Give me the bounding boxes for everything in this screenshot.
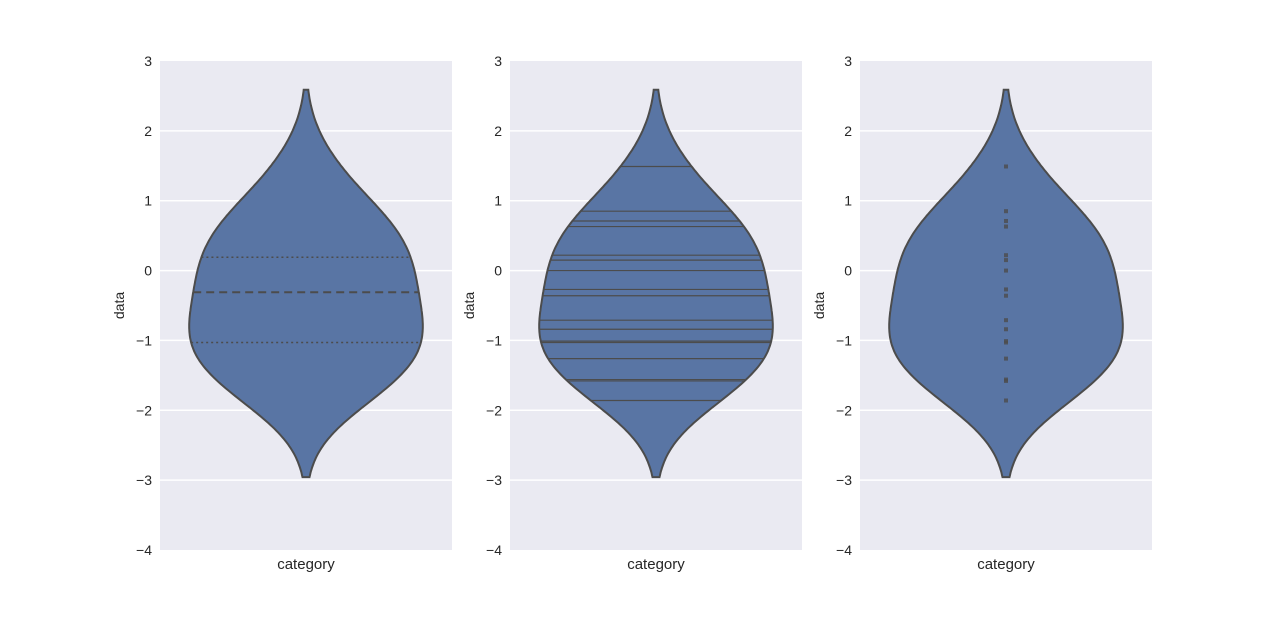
data-point	[1004, 224, 1008, 229]
y-tick-label: 1	[144, 193, 152, 209]
data-point	[1004, 209, 1008, 214]
violin-body	[188, 88, 424, 479]
x-axis-label: category	[277, 556, 335, 573]
data-point	[1004, 253, 1008, 258]
data-point	[1004, 258, 1008, 263]
y-tick-label: 0	[844, 263, 852, 279]
y-tick-label: 3	[144, 53, 152, 69]
subplot-1: 3 2 1 0 −1 −2 −3 −4 data category	[111, 53, 452, 573]
y-tick-label: −2	[136, 402, 152, 418]
y-axis-label: data	[811, 292, 827, 319]
violin-body	[888, 88, 1124, 479]
y-tick-label: 3	[844, 53, 852, 69]
y-tick-label: −1	[486, 332, 502, 348]
x-axis-label: category	[627, 556, 685, 573]
violin-body	[538, 88, 774, 479]
data-point	[1004, 287, 1008, 292]
y-tick-label: −3	[136, 472, 152, 488]
y-tick-label: 2	[144, 123, 152, 139]
y-tick-label: −2	[486, 402, 502, 418]
y-tick-label: −4	[136, 542, 152, 558]
y-tick-label: 1	[844, 193, 852, 209]
y-tick-label: −2	[836, 402, 852, 418]
data-point	[1004, 318, 1008, 323]
data-point	[1004, 327, 1008, 332]
data-point	[1004, 356, 1008, 361]
y-tick-label: −3	[486, 472, 502, 488]
subplot-3: 3 2 1 0 −1 −2 −3 −4 data category	[811, 53, 1152, 573]
y-tick-label: −1	[136, 332, 152, 348]
y-tick-label: −4	[836, 542, 852, 558]
y-tick-label: 1	[494, 193, 502, 209]
y-tick-label: −3	[836, 472, 852, 488]
data-point	[1004, 218, 1008, 223]
y-tick-label: −4	[486, 542, 502, 558]
x-axis-label: category	[977, 556, 1035, 573]
y-tick-label: −1	[836, 332, 852, 348]
data-point	[1004, 340, 1008, 345]
data-point	[1004, 398, 1008, 403]
data-point	[1004, 164, 1008, 169]
y-axis-label: data	[461, 292, 477, 319]
y-tick-label: 0	[494, 263, 502, 279]
y-tick-label: 2	[844, 123, 852, 139]
data-point	[1004, 293, 1008, 298]
y-tick-label: 2	[494, 123, 502, 139]
subplot-2: 3 2 1 0 −1 −2 −3 −4 data category	[461, 53, 802, 573]
data-point	[1004, 268, 1008, 273]
data-point	[1004, 378, 1008, 383]
y-tick-label: 3	[494, 53, 502, 69]
y-tick-label: 0	[144, 263, 152, 279]
y-axis-label: data	[111, 292, 127, 319]
